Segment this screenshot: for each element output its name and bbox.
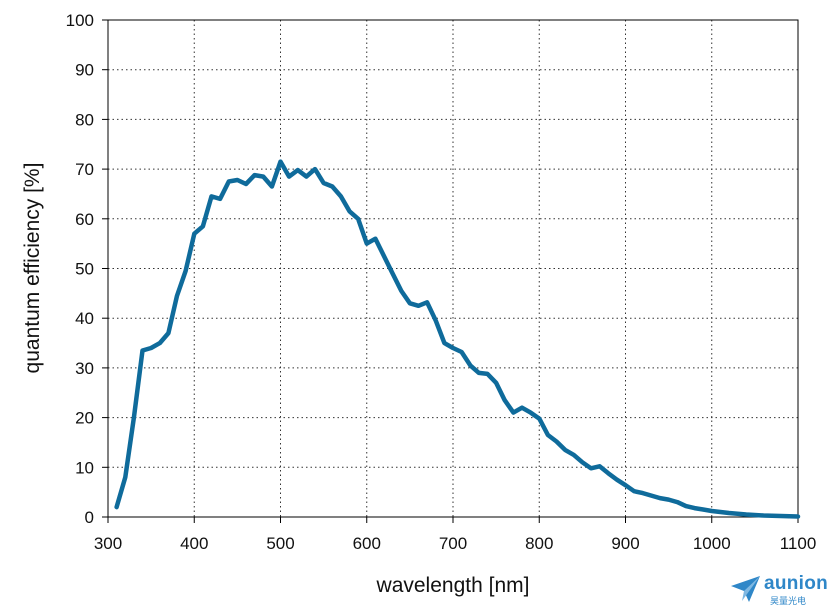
x-tick-label: 600 (353, 534, 381, 553)
paper-plane-icon (731, 576, 760, 602)
grid-lines (108, 20, 798, 517)
y-tick-label: 90 (75, 61, 94, 80)
x-tick-label: 400 (180, 534, 208, 553)
x-tick-label: 1100 (780, 534, 817, 553)
y-tick-label: 70 (75, 160, 94, 179)
x-axis-title: wavelength [nm] (376, 574, 530, 597)
qe-series-line (114, 159, 801, 519)
y-axis-title: quantum efficiency [%] (21, 163, 44, 374)
x-tick-label: 1000 (693, 534, 731, 553)
x-tick-label: 800 (525, 534, 553, 553)
x-tick-label: 500 (266, 534, 294, 553)
x-tick-label: 300 (94, 534, 122, 553)
brand-logo: aunion 昊量光电 (728, 572, 832, 608)
x-tick-label: 700 (439, 534, 467, 553)
y-tick-label: 50 (75, 260, 94, 279)
y-tick-label: 30 (75, 359, 94, 378)
y-tick-label: 0 (85, 508, 94, 527)
x-tick-label: 900 (611, 534, 639, 553)
y-tick-labels: 0 10 20 30 40 50 60 70 80 90 100 (66, 11, 94, 527)
x-tick-labels: 300 400 500 600 700 800 900 1000 1100 (94, 534, 816, 553)
y-tick-label: 40 (75, 309, 94, 328)
y-tick-label: 20 (75, 409, 94, 428)
logo-subtext: 昊量光电 (770, 597, 807, 607)
logo-text: aunion (764, 573, 829, 594)
tick-marks (102, 19, 799, 523)
y-tick-label: 60 (75, 210, 94, 229)
y-tick-label: 80 (75, 110, 94, 129)
y-tick-label: 10 (75, 458, 94, 477)
y-tick-label: 100 (66, 11, 94, 30)
